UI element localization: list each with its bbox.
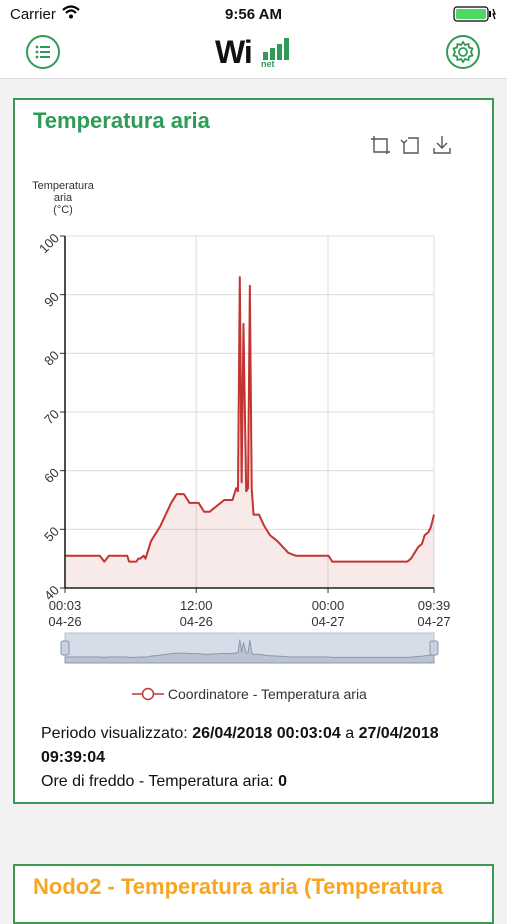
data-zoom-slider[interactable] xyxy=(60,632,439,664)
app-logo: Wi net xyxy=(215,34,295,72)
battery-icon xyxy=(453,6,496,22)
nav-bar: Wi net xyxy=(0,28,507,79)
logo-subtext: net xyxy=(261,59,275,69)
card2-title: Nodo2 - Temperatura aria (Temperatura xyxy=(33,874,443,899)
x-tick-label-time: 12:00 xyxy=(180,598,213,613)
period-info: Periodo visualizzato: 26/04/2018 00:03:0… xyxy=(41,722,481,770)
x-tick-label-time: 09:39 xyxy=(418,598,451,613)
period-from: 26/04/2018 00:03:04 xyxy=(192,725,341,742)
logo-text: Wi xyxy=(215,34,253,70)
chart-card: Temperatura aria Temperatura aria (°C) 40 50… xyxy=(13,98,494,804)
y-tick-label: 60 xyxy=(41,465,62,486)
menu-button[interactable] xyxy=(26,35,60,69)
x-tick-label-date: 04-27 xyxy=(311,614,344,629)
status-bar: Carrier 9:56 AM xyxy=(0,0,507,28)
period-to: 27/04/2018 09:39:04 xyxy=(41,725,439,766)
y-axis-title-line: aria xyxy=(54,192,73,204)
signal-bars-logo xyxy=(263,38,289,60)
legend-label: Coordinatore - Temperatura aria xyxy=(167,686,367,702)
y-tick-label: 80 xyxy=(41,348,62,369)
temperature-chart: Temperaturaaria(°C)40506070809010000:030… xyxy=(32,180,451,664)
y-axis-title-line: (°C) xyxy=(53,204,73,216)
y-tick-label: 90 xyxy=(41,289,62,310)
zoom-handle[interactable] xyxy=(429,640,439,656)
chart-toolbox xyxy=(371,136,451,154)
card-title: Temperatura aria xyxy=(33,108,210,133)
x-tick-label-date: 04-26 xyxy=(48,614,81,629)
zoom-area-icon[interactable] xyxy=(371,136,390,154)
chart-legend[interactable]: Coordinatore - Temperatura aria xyxy=(132,686,367,702)
period-separator: a xyxy=(340,725,359,742)
x-tick-label-time: 00:00 xyxy=(312,598,345,613)
legend-marker-icon xyxy=(132,687,164,701)
settings-button[interactable] xyxy=(446,35,480,69)
cold-hours-label: Ore di freddo - Temperatura aria: xyxy=(41,773,279,790)
y-tick-label: 100 xyxy=(36,230,62,256)
carrier-label: Carrier xyxy=(10,6,56,23)
hamburger-icon xyxy=(35,45,50,59)
y-tick-label: 50 xyxy=(41,524,62,545)
cold-hours-value: 0 xyxy=(278,773,288,790)
zoom-handle[interactable] xyxy=(60,640,70,656)
x-tick-label-date: 04-26 xyxy=(180,614,213,629)
x-tick-label-time: 00:03 xyxy=(49,598,82,613)
series-line xyxy=(65,276,435,563)
cold-hours-info: Ore di freddo - Temperatura aria: 0 xyxy=(41,773,287,791)
x-tick-label-date: 04-27 xyxy=(417,614,450,629)
download-icon[interactable] xyxy=(433,136,451,154)
y-axis-title-line: Temperatura xyxy=(32,180,95,192)
gear-icon xyxy=(452,40,474,64)
zoom-preview xyxy=(64,639,435,664)
clock: 9:56 AM xyxy=(225,6,282,23)
chart-card-2: Nodo2 - Temperatura aria (Temperatura xyxy=(13,864,494,924)
period-label: Periodo visualizzato: xyxy=(41,725,193,742)
y-tick-label: 70 xyxy=(41,406,62,427)
zoom-reset-icon[interactable] xyxy=(400,137,419,154)
wifi-icon xyxy=(62,5,80,19)
